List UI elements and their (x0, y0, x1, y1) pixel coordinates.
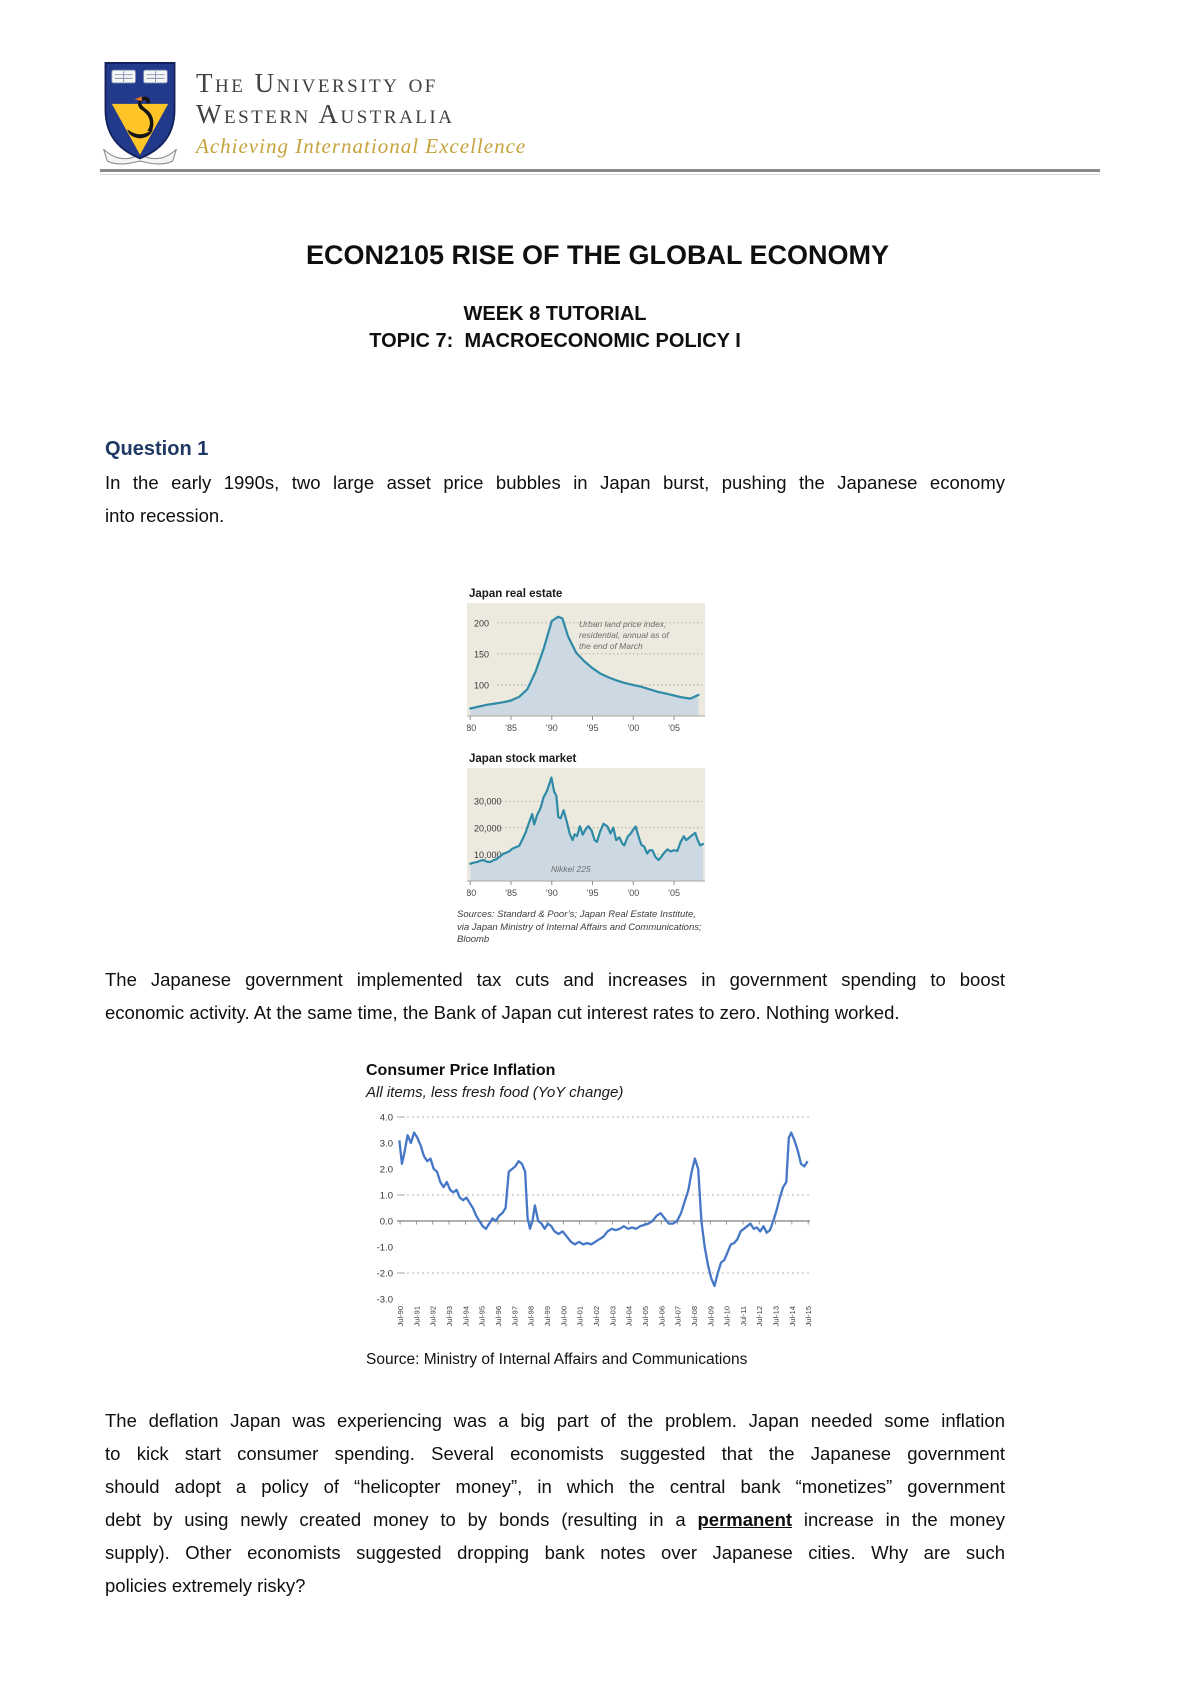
svg-text:’90: ’90 (546, 888, 558, 898)
svg-text:Jul-09: Jul-09 (706, 1306, 715, 1326)
real-estate-chart-title: Japan real estate (469, 588, 563, 600)
svg-text:Jul-05: Jul-05 (641, 1306, 650, 1326)
svg-text:’85: ’85 (505, 888, 517, 898)
svg-text:’90: ’90 (546, 723, 558, 733)
svg-text:10,000: 10,000 (474, 850, 502, 860)
svg-text:’05: ’05 (668, 888, 680, 898)
svg-text:Jul-15: Jul-15 (804, 1306, 813, 1326)
svg-text:4.0: 4.0 (380, 1113, 393, 1124)
svg-text:200: 200 (474, 618, 489, 628)
cpi-chart-title: Consumer Price Inflation (366, 1062, 556, 1079)
stock-market-chart: 30,000 20,000 10,000 ’80 ’85 ’90 ’95 ’00 ’05 Nikk… (467, 768, 705, 898)
svg-text:Jul-13: Jul-13 (772, 1306, 781, 1326)
svg-text:Jul-14: Jul-14 (788, 1306, 797, 1326)
svg-text:Jul-08: Jul-08 (690, 1306, 699, 1326)
figure-sources-line2: via Japan Ministry of Internal Affairs a… (457, 921, 702, 946)
figure-sources-line1: Sources: Standard & Poor’s; Japan Real E… (457, 909, 696, 920)
text-line: should adopt a policy of “helicopter mon… (105, 1476, 1005, 1497)
text-line: debt by using newly created money to by … (105, 1503, 1005, 1536)
svg-text:Jul-02: Jul-02 (592, 1306, 601, 1326)
svg-text:Jul-92: Jul-92 (429, 1306, 438, 1326)
header-rule (100, 169, 1100, 175)
text-line: economic activity. At the same time, the… (105, 1002, 900, 1023)
svg-text:-3.0: -3.0 (377, 1295, 393, 1306)
topic-subtitle: TOPIC 7: MACROECONOMIC POLICY I (369, 330, 741, 352)
svg-text:Jul-93: Jul-93 (445, 1306, 454, 1326)
svg-text:3.0: 3.0 (380, 1139, 393, 1150)
svg-text:150: 150 (474, 649, 489, 659)
svg-text:’00: ’00 (627, 888, 639, 898)
svg-text:Jul-94: Jul-94 (461, 1306, 470, 1326)
question1-paragraph: In the early 1990s, two large asset pric… (105, 466, 1005, 532)
svg-text:Jul-95: Jul-95 (478, 1306, 487, 1326)
svg-text:’80: ’80 (467, 723, 476, 733)
text-segment: increase in the money (792, 1509, 1005, 1530)
cpi-figure: Consumer Price Inflation All items, less… (366, 1062, 836, 1369)
svg-text:Jul-12: Jul-12 (755, 1306, 764, 1326)
text-line: The deflation Japan was experiencing was… (105, 1410, 1005, 1431)
svg-text:1.0: 1.0 (380, 1191, 393, 1202)
svg-text:’00: ’00 (627, 723, 639, 733)
svg-text:30,000: 30,000 (474, 797, 502, 807)
paragraph-policy-response: The Japanese government implemented tax … (105, 963, 1005, 1029)
university-tagline: Achieving International Excellence (196, 134, 527, 158)
text-line: into recession. (105, 505, 225, 526)
svg-text:Jul-98: Jul-98 (527, 1306, 536, 1326)
course-title: ECON2105 RISE OF THE GLOBAL ECONOMY (305, 240, 890, 270)
text-segment: debt by using newly created money to by … (105, 1509, 698, 1530)
svg-text:’85: ’85 (505, 723, 517, 733)
svg-text:’95: ’95 (587, 888, 599, 898)
text-line: supply). Other economists suggested drop… (105, 1542, 1005, 1563)
real-estate-chart: 200 150 100 ’80 ’85 ’90 ’95 ’00 ’05 Urban land pr… (467, 603, 705, 733)
svg-text:Jul-04: Jul-04 (625, 1306, 634, 1326)
uwa-crest-icon (103, 62, 177, 165)
cpi-chart-subtitle: All items, less fresh food (YoY change) (366, 1084, 624, 1101)
svg-text:Jul-10: Jul-10 (723, 1306, 732, 1326)
svg-text:Jul-96: Jul-96 (494, 1306, 503, 1326)
svg-text:Jul-01: Jul-01 (576, 1306, 585, 1326)
week-subtitle: WEEK 8 TUTORIAL (463, 303, 647, 325)
svg-text:Jul-97: Jul-97 (510, 1306, 519, 1326)
svg-text:Jul-99: Jul-99 (543, 1306, 552, 1326)
svg-text:Jul-03: Jul-03 (608, 1306, 617, 1326)
emphasis-permanent: permanent (697, 1509, 793, 1530)
svg-text:Urban land price index,: Urban land price index, (579, 619, 666, 629)
university-name-line1: The University of (196, 68, 438, 98)
university-name-line2: Western Australia (196, 99, 455, 129)
text-line: In the early 1990s, two large asset pric… (105, 472, 1005, 493)
svg-text:Jul-07: Jul-07 (674, 1306, 683, 1326)
svg-text:the end of March: the end of March (579, 641, 643, 651)
svg-text:’95: ’95 (587, 723, 599, 733)
svg-text:Nikkei 225: Nikkei 225 (551, 864, 591, 874)
svg-text:0.0: 0.0 (380, 1217, 393, 1228)
svg-text:Jul-11: Jul-11 (739, 1306, 748, 1326)
svg-text:-2.0: -2.0 (377, 1269, 393, 1280)
figure-japan-bubbles: Japan real estate 200 150 100 ’80 ’85 ’90 ’95 ’… (457, 588, 717, 947)
text-line: policies extremely risky? (105, 1575, 306, 1596)
svg-text:20,000: 20,000 (474, 823, 502, 833)
figure-sources: Sources: Standard & Poor’s; Japan Real E… (457, 909, 717, 947)
svg-text:-1.0: -1.0 (377, 1243, 393, 1254)
svg-text:’80: ’80 (467, 888, 476, 898)
svg-text:Jul-91: Jul-91 (412, 1306, 421, 1326)
paragraph-deflation: The deflation Japan was experiencing was… (105, 1404, 1005, 1602)
stock-market-chart-title: Japan stock market (469, 753, 577, 765)
svg-text:Jul-90: Jul-90 (396, 1306, 405, 1326)
svg-text:2.0: 2.0 (380, 1165, 393, 1176)
text-line: The Japanese government implemented tax … (105, 969, 1005, 990)
question1-heading: Question 1 (105, 438, 209, 460)
uwa-logo: The University of Western Australia Achi… (100, 56, 526, 168)
svg-text:100: 100 (474, 680, 489, 690)
svg-text:Jul-00: Jul-00 (559, 1306, 568, 1326)
cpi-source: Source: Ministry of Internal Affairs and… (366, 1351, 748, 1368)
svg-text:’05: ’05 (668, 723, 680, 733)
svg-text:residential, annual as of: residential, annual as of (579, 630, 670, 640)
svg-text:Jul-06: Jul-06 (657, 1306, 666, 1326)
text-line: to kick start consumer spending. Several… (105, 1443, 1005, 1464)
